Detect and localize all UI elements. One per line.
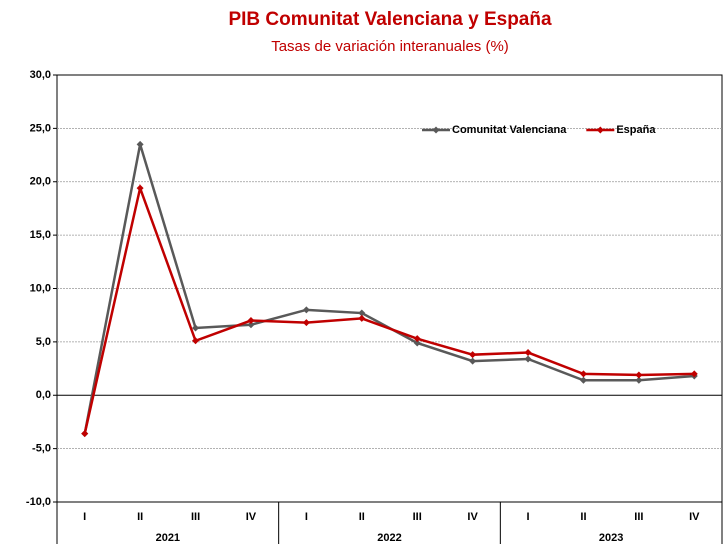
series-line [83,183,695,434]
point-marker [579,376,587,384]
point-marker [247,321,255,329]
legend-label: Comunitat Valenciana [452,124,567,136]
x-tick-label: II [137,511,143,523]
point-marker [524,355,532,363]
x-tick-label: I [83,511,86,523]
y-tick-label: 15,0 [30,229,51,241]
point-marker [302,319,310,327]
point-marker [635,371,643,379]
legend-label: España [616,124,656,136]
y-tick-label: 0,0 [36,389,51,401]
chart-subtitle: Tasas de variación interanuales (%) [271,38,509,55]
y-tick-label: 25,0 [30,122,51,134]
y-tick-label: 20,0 [30,176,51,188]
chart-title: PIB Comunitat Valenciana y España [228,9,552,30]
y-tick-label: 10,0 [30,282,51,294]
x-tick-label: IV [467,511,478,523]
point-marker [413,335,421,343]
x-tick-label: IV [246,511,257,523]
x-tick-label: III [634,511,643,523]
x-tick-label: III [413,511,422,523]
year-label: 2022 [377,532,401,544]
point-marker [469,357,477,365]
legend-marker [596,126,604,134]
point-marker [136,140,144,148]
legend-marker [432,126,440,134]
point-marker [690,370,698,378]
point-marker [81,430,89,438]
x-tick-label: I [305,511,308,523]
year-label: 2023 [599,532,623,544]
y-tick-label: 5,0 [36,336,51,348]
point-marker [358,309,366,317]
x-tick-label: II [580,511,586,523]
point-marker [247,317,255,325]
point-marker [192,324,200,332]
year-label: 2021 [156,532,180,544]
x-tick-label: IV [689,511,700,523]
point-marker [635,376,643,384]
point-marker [192,337,200,345]
y-tick-label: -10,0 [26,496,51,508]
point-marker [302,306,310,314]
x-tick-label: II [359,511,365,523]
point-marker [524,349,532,357]
point-marker [136,184,144,192]
point-marker [579,370,587,378]
x-tick-label: I [527,511,530,523]
x-tick-label: III [191,511,200,523]
point-marker [469,351,477,359]
y-tick-label: -5,0 [32,443,51,455]
point-marker [358,314,366,322]
y-tick-label: 30,0 [30,69,51,81]
point-marker [413,339,421,347]
